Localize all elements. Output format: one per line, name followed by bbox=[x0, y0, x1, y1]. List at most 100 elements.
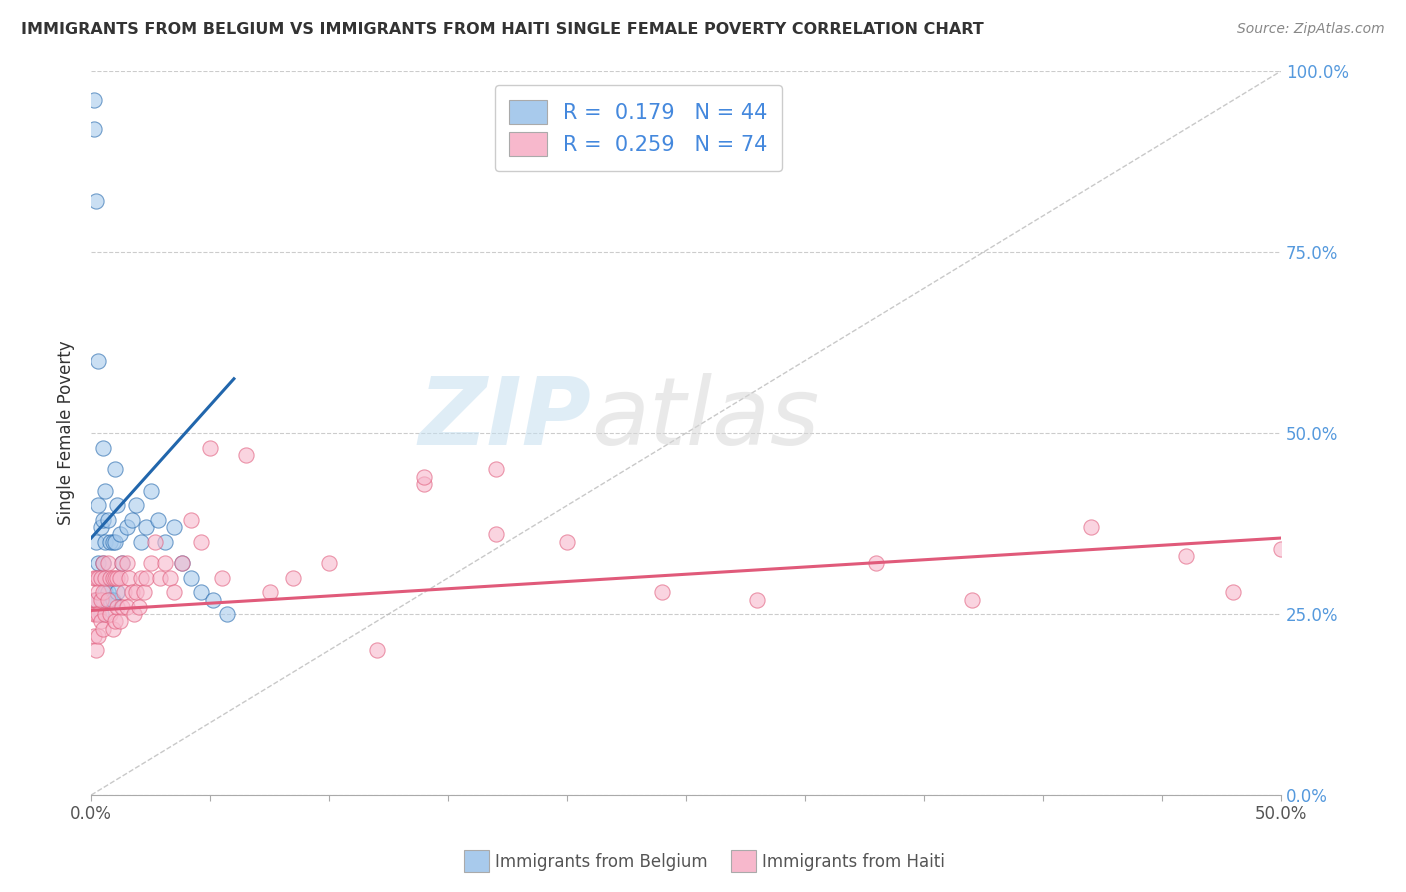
Point bbox=[98, 571, 121, 585]
Point bbox=[104, 462, 127, 476]
Point bbox=[115, 520, 138, 534]
Point bbox=[83, 629, 105, 643]
Point bbox=[135, 520, 157, 534]
Point bbox=[104, 615, 127, 629]
Point bbox=[163, 585, 186, 599]
Point bbox=[129, 534, 152, 549]
Point bbox=[114, 585, 136, 599]
Point bbox=[118, 571, 141, 585]
Point bbox=[97, 513, 120, 527]
Text: Source: ZipAtlas.com: Source: ZipAtlas.com bbox=[1237, 22, 1385, 37]
Text: ZIP: ZIP bbox=[418, 373, 591, 465]
Point bbox=[87, 629, 110, 643]
Point bbox=[555, 534, 578, 549]
Point bbox=[90, 607, 112, 621]
Point bbox=[180, 513, 202, 527]
Y-axis label: Single Female Poverty: Single Female Poverty bbox=[58, 341, 75, 525]
Point bbox=[111, 599, 134, 614]
Point bbox=[960, 592, 983, 607]
Point bbox=[84, 592, 107, 607]
Point bbox=[366, 643, 388, 657]
Point bbox=[84, 607, 107, 621]
Point bbox=[190, 585, 212, 599]
Point bbox=[153, 557, 176, 571]
Point bbox=[198, 441, 221, 455]
Text: IMMIGRANTS FROM BELGIUM VS IMMIGRANTS FROM HAITI SINGLE FEMALE POVERTY CORRELATI: IMMIGRANTS FROM BELGIUM VS IMMIGRANTS FR… bbox=[21, 22, 984, 37]
Point bbox=[101, 534, 124, 549]
Point bbox=[139, 557, 162, 571]
Point bbox=[259, 585, 281, 599]
Point bbox=[98, 592, 121, 607]
Legend: R =  0.179   N = 44, R =  0.259   N = 74: R = 0.179 N = 44, R = 0.259 N = 74 bbox=[495, 85, 782, 170]
Point bbox=[97, 557, 120, 571]
Point bbox=[90, 571, 112, 585]
Point bbox=[83, 122, 105, 136]
Point bbox=[87, 557, 110, 571]
Point bbox=[101, 622, 124, 636]
Point bbox=[90, 615, 112, 629]
Point bbox=[318, 557, 340, 571]
Point bbox=[235, 448, 257, 462]
Point bbox=[94, 571, 117, 585]
Text: Immigrants from Haiti: Immigrants from Haiti bbox=[762, 853, 945, 871]
Point bbox=[94, 483, 117, 498]
Point bbox=[94, 585, 117, 599]
Point bbox=[190, 534, 212, 549]
Point bbox=[87, 571, 110, 585]
Point bbox=[87, 607, 110, 621]
Point bbox=[91, 622, 114, 636]
Point bbox=[170, 557, 193, 571]
Point bbox=[121, 513, 143, 527]
Point bbox=[83, 93, 105, 107]
Point bbox=[121, 585, 143, 599]
Point bbox=[83, 571, 105, 585]
Point bbox=[201, 592, 224, 607]
Point bbox=[108, 571, 131, 585]
Point bbox=[83, 592, 105, 607]
Point bbox=[108, 615, 131, 629]
Point bbox=[111, 557, 134, 571]
Point bbox=[122, 607, 145, 621]
Point bbox=[485, 462, 508, 476]
Point bbox=[84, 194, 107, 209]
Point bbox=[135, 571, 157, 585]
Point bbox=[87, 353, 110, 368]
Point bbox=[865, 557, 887, 571]
Point bbox=[128, 599, 150, 614]
Point bbox=[94, 607, 117, 621]
Point bbox=[651, 585, 673, 599]
Point bbox=[132, 585, 155, 599]
Point bbox=[1270, 541, 1292, 556]
Point bbox=[84, 571, 107, 585]
Point bbox=[101, 571, 124, 585]
Point bbox=[83, 607, 105, 621]
Point bbox=[211, 571, 233, 585]
Point bbox=[215, 607, 238, 621]
Point bbox=[115, 599, 138, 614]
Text: atlas: atlas bbox=[591, 373, 820, 464]
Point bbox=[129, 571, 152, 585]
Point bbox=[1080, 520, 1102, 534]
Point bbox=[108, 527, 131, 541]
Point bbox=[90, 571, 112, 585]
Text: Immigrants from Belgium: Immigrants from Belgium bbox=[495, 853, 707, 871]
Point bbox=[84, 534, 107, 549]
Point bbox=[91, 557, 114, 571]
Point bbox=[97, 585, 120, 599]
Point bbox=[163, 520, 186, 534]
Point bbox=[139, 483, 162, 498]
Point bbox=[104, 534, 127, 549]
Point bbox=[283, 571, 305, 585]
Point bbox=[94, 534, 117, 549]
Point bbox=[146, 513, 169, 527]
Point bbox=[98, 607, 121, 621]
Point bbox=[105, 499, 128, 513]
Point bbox=[747, 592, 769, 607]
Point bbox=[87, 585, 110, 599]
Point bbox=[97, 592, 120, 607]
Point bbox=[115, 557, 138, 571]
Point bbox=[105, 571, 128, 585]
Point bbox=[413, 469, 436, 483]
Point bbox=[111, 557, 134, 571]
Point bbox=[84, 643, 107, 657]
